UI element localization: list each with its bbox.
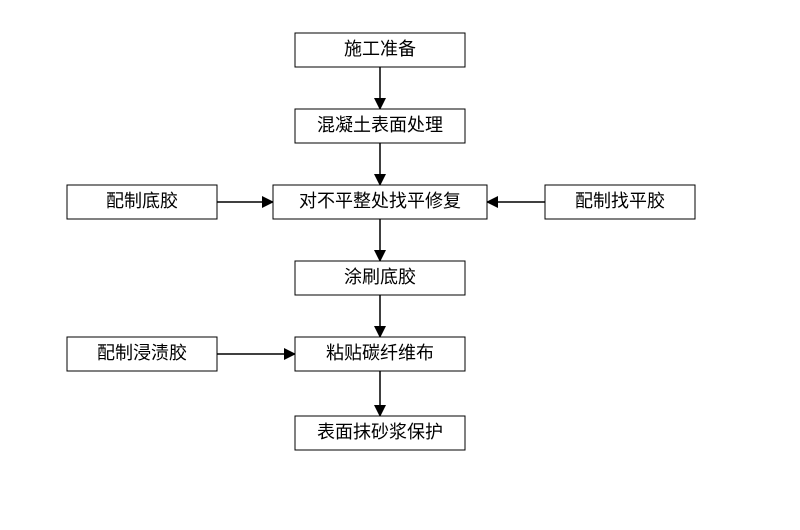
flow-node-n5: 粘贴碳纤维布 (295, 337, 465, 371)
flow-node-n6: 表面抹砂浆保护 (295, 416, 465, 450)
flow-node-label: 配制找平胶 (575, 191, 665, 211)
flowchart-canvas: 施工准备混凝土表面处理对不平整处找平修复涂刷底胶粘贴碳纤维布表面抹砂浆保护 配制底… (0, 0, 800, 530)
flow-node-label: 混凝土表面处理 (317, 115, 443, 135)
flow-node-label: 施工准备 (344, 39, 416, 59)
flow-node-n2: 混凝土表面处理 (295, 109, 465, 143)
flow-node-label: 配制底胶 (106, 191, 178, 211)
flow-node-s3: 配制浸渍胶 (67, 337, 217, 371)
flow-node-label: 配制浸渍胶 (97, 343, 187, 363)
flow-node-n1: 施工准备 (295, 33, 465, 67)
flow-node-s2: 配制找平胶 (545, 185, 695, 219)
flow-node-n3: 对不平整处找平修复 (273, 185, 487, 219)
flow-node-n4: 涂刷底胶 (295, 261, 465, 295)
flow-node-s1: 配制底胶 (67, 185, 217, 219)
flow-node-label: 粘贴碳纤维布 (326, 343, 434, 363)
flow-node-label: 对不平整处找平修复 (299, 191, 461, 211)
flow-node-label: 表面抹砂浆保护 (317, 422, 443, 442)
flow-node-label: 涂刷底胶 (344, 267, 416, 287)
